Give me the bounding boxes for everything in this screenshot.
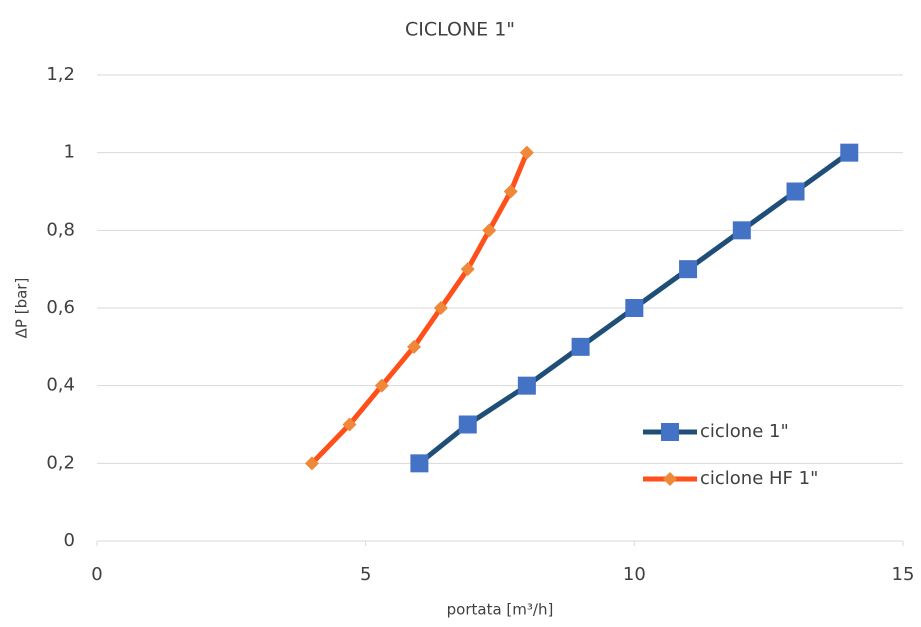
point (840, 143, 859, 162)
y-tick-label: 1,2 (46, 64, 75, 85)
point (458, 415, 477, 434)
x-tick-label: 0 (91, 564, 102, 585)
legend-label: ciclone HF 1" (700, 468, 818, 489)
x-tick-label: 5 (360, 564, 371, 585)
y-tick-label: 0,4 (46, 375, 75, 396)
x-axis-label: portata [m³/h] (447, 601, 554, 619)
point (460, 262, 475, 277)
legend-marker (663, 472, 677, 486)
point (433, 301, 448, 315)
chart-title: CICLONE 1" (405, 19, 515, 41)
point (342, 417, 357, 432)
y-tick-label: 0,8 (46, 219, 75, 240)
y-tick-label: 0,2 (46, 452, 75, 473)
y-tick-label: 1 (64, 142, 75, 163)
x-tick-label: 10 (623, 564, 646, 585)
point (407, 339, 422, 354)
y-tick-label: 0 (64, 530, 75, 551)
point (374, 378, 389, 393)
point (482, 223, 497, 238)
point (786, 182, 805, 201)
point (732, 221, 751, 240)
point (571, 337, 590, 356)
x-tick-label: 15 (892, 564, 915, 585)
point (517, 376, 536, 395)
legend-marker (661, 423, 679, 441)
y-axis-label: ΔP [bar] (13, 278, 31, 339)
point (625, 299, 644, 317)
point (679, 260, 698, 279)
point (410, 454, 429, 473)
point (519, 145, 534, 160)
legend-label: ciclone 1" (700, 421, 789, 442)
point (304, 456, 319, 471)
point (503, 184, 518, 199)
y-tick-label: 0,6 (46, 297, 75, 318)
